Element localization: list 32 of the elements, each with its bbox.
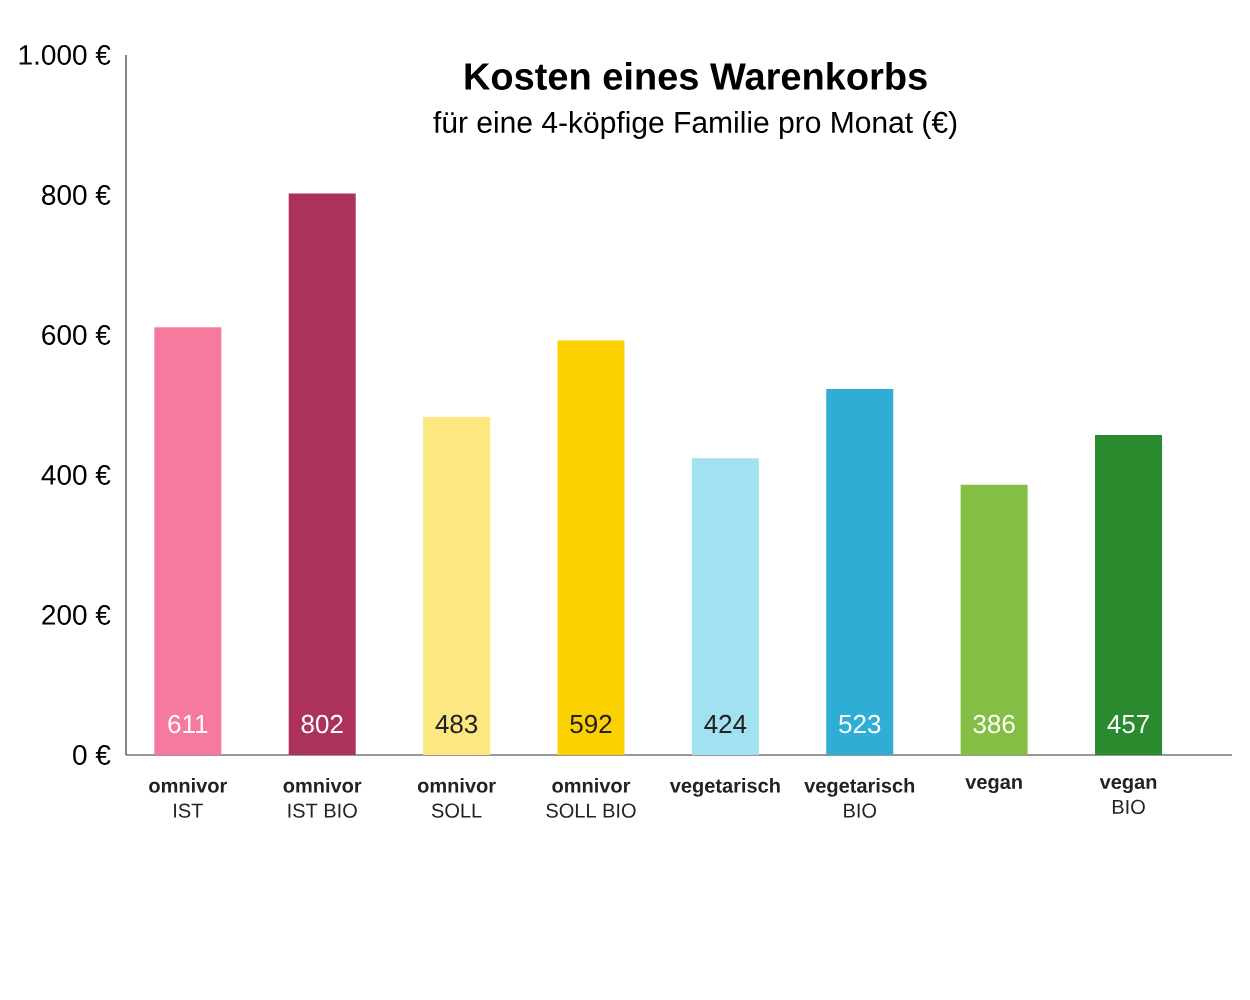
bar — [557, 340, 625, 755]
y-tick-label: 0 € — [73, 745, 111, 765]
x-tick-label: omnivor SOLL — [417, 778, 496, 818]
bar — [960, 484, 1028, 755]
x-tick-label: omnivor IST — [149, 778, 227, 818]
data-label: 386 — [973, 714, 1015, 734]
data-label: 457 — [1107, 715, 1149, 734]
text: für eine 4-köpfige Familie pro Monat (€) — [433, 111, 957, 139]
y-tick-label: 600 € — [42, 325, 111, 345]
x-tick-label: omnivor SOLL BIO — [546, 778, 636, 818]
bar — [423, 416, 491, 755]
data-label: 802 — [301, 714, 343, 734]
y-tick-label: 800 € — [42, 185, 111, 205]
x-tick-label: omnivor IST BIO — [283, 778, 362, 818]
bar — [691, 458, 759, 755]
data-label: 523 — [839, 714, 881, 734]
bar — [154, 327, 222, 755]
y-tick-label: 400 € — [41, 465, 111, 485]
x-tick-label: vegetarisch — [669, 778, 780, 797]
data-label: 611 — [168, 714, 208, 734]
chart-title: Kosten eines Warenkorbs — [465, 62, 927, 90]
data-label: 424 — [704, 714, 747, 733]
bar — [826, 388, 894, 755]
x-tick-label: vegetarisch BIO — [804, 778, 915, 818]
data-label: 483 — [435, 714, 478, 734]
y-tick-label: 200 € — [42, 605, 111, 625]
bar — [288, 193, 356, 755]
y-tick-label: 1.000 € — [19, 45, 111, 65]
x-tick-label: vegan — [965, 778, 1022, 794]
data-label: 592 — [570, 714, 612, 734]
x-tick-label: vegan BIO — [1099, 778, 1157, 815]
bar — [1095, 435, 1163, 755]
